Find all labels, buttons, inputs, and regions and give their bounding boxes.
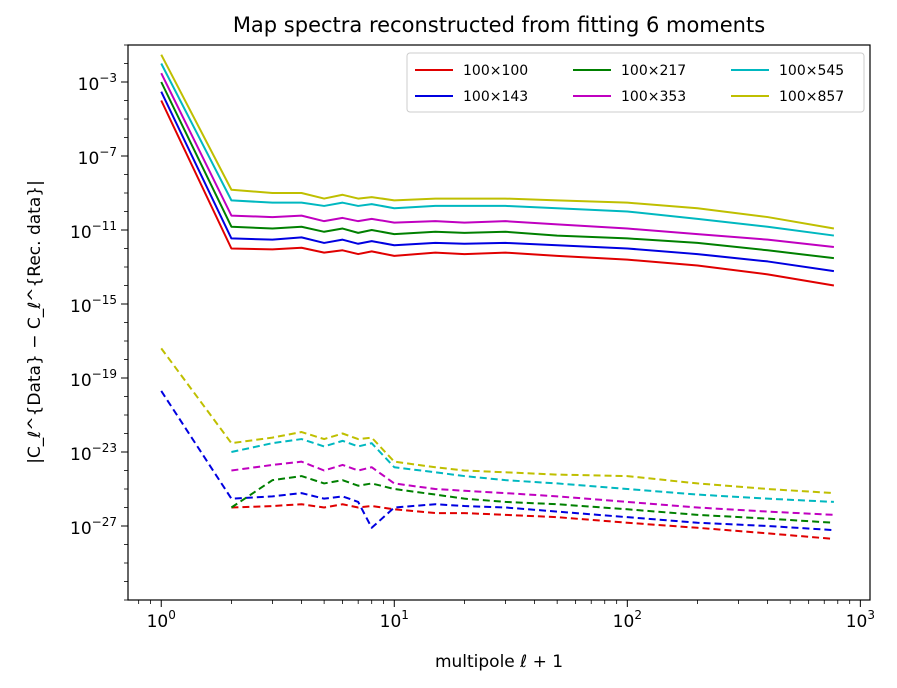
y-tick-label: 10−15 [70, 293, 117, 317]
x-tick-label: 100 [147, 608, 176, 632]
x-axis-label: multipole ℓ + 1 [435, 652, 563, 672]
legend-label: 100×545 [779, 63, 844, 79]
chart-title: Map spectra reconstructed from fitting 6… [233, 13, 765, 37]
series-solid-line-2 [160, 91, 835, 273]
x-tick-label: 102 [613, 608, 642, 632]
series-solid-line-6 [160, 54, 835, 230]
y-tick-label: 10−3 [78, 71, 117, 95]
series-dashed-line-3 [230, 475, 834, 524]
legend-box [406, 52, 865, 113]
series-dashed-line-1 [231, 503, 834, 540]
y-axis-label: |C_ℓ^{Data} − C_ℓ^{Rec. data}| [25, 180, 45, 464]
legend-label: 100×217 [621, 63, 686, 79]
series-layer [160, 54, 835, 540]
y-tick-label: 10−23 [70, 441, 117, 465]
legend-label: 100×100 [463, 63, 528, 79]
series-solid-line-5 [160, 63, 835, 237]
y-tick-label: 10−7 [78, 145, 117, 169]
plot-area [127, 44, 871, 601]
series-solid-line-1 [160, 100, 835, 287]
y-tick-label: 10−11 [70, 219, 117, 243]
y-axis: 10−27 10−23 10−19 10−15 10−11 10−7 10−3 [70, 44, 128, 601]
series-dashed-line-5 [231, 438, 834, 503]
y-tick-label: 10−27 [70, 515, 117, 539]
x-tick-label: 101 [380, 608, 409, 632]
x-axis: 100 101 102 103 [138, 600, 875, 632]
y-tick-label: 10−19 [70, 367, 117, 391]
series-dashed-line-4 [231, 460, 834, 516]
series-dashed-line-6 [160, 347, 834, 495]
x-tick-label: 103 [846, 608, 875, 632]
legend: 100×100 100×143 100×217 100×353 100×545 100×8… [406, 52, 865, 113]
series-dashed-line-2 [160, 390, 834, 532]
series-solid-line-3 [160, 81, 835, 260]
legend-label: 100×857 [779, 89, 844, 105]
legend-label: 100×353 [621, 89, 686, 105]
series-solid-line-4 [160, 72, 835, 249]
legend-label: 100×143 [463, 89, 528, 105]
